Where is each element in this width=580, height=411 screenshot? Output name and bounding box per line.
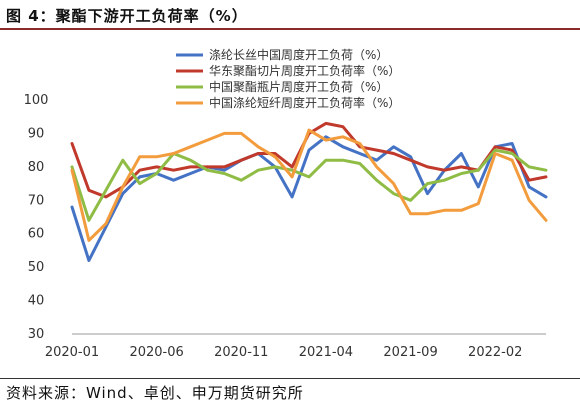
chart-series-lines — [70, 121, 548, 262]
x-tick-label: 2020-01 — [45, 345, 99, 360]
series-line-1 — [70, 135, 548, 262]
legend-label-2: 华东聚酯切片周度开工负荷率（%） — [209, 63, 400, 78]
x-tick-label: 2022-02 — [468, 345, 522, 360]
figure-title: 图 4：聚酯下游开工负荷率（%） — [6, 7, 248, 25]
source-divider — [0, 378, 580, 379]
chart-legend: 涤纶长丝中国周度开工负荷（%）华东聚酯切片周度开工负荷率（%）中国聚酯瓶片周度开… — [176, 47, 400, 110]
legend-label-1: 涤纶长丝中国周度开工负荷（%） — [209, 47, 388, 62]
legend-label-4: 中国涤纶短纤周度开工负荷率（%） — [209, 95, 400, 110]
x-tick-label: 2020-11 — [214, 345, 268, 360]
x-tick-label: 2020-06 — [129, 345, 183, 360]
y-tick-label: 50 — [28, 260, 45, 275]
source-note: 资料来源：Wind、卓创、申万期货研究所 — [6, 384, 304, 402]
series-line-4 — [70, 128, 548, 242]
title-divider — [0, 28, 580, 30]
x-tick-label: 2021-04 — [299, 345, 353, 360]
y-tick-label: 30 — [28, 327, 45, 342]
y-tick-label: 80 — [28, 160, 45, 175]
y-tick-label: 70 — [28, 193, 45, 208]
y-tick-label: 100 — [24, 93, 49, 108]
legend-label-3: 中国聚酯瓶片周度开工负荷（%） — [209, 79, 388, 94]
x-tick-label: 2021-09 — [383, 345, 437, 360]
y-tick-label: 60 — [28, 227, 45, 242]
chart-axes: 30 40 50 60 70 80 90 100 2020-01 2020-06 2020-11 20… — [24, 93, 546, 360]
y-tick-label: 90 — [28, 126, 45, 141]
series-line-3 — [70, 148, 548, 222]
y-tick-label: 40 — [28, 294, 45, 309]
